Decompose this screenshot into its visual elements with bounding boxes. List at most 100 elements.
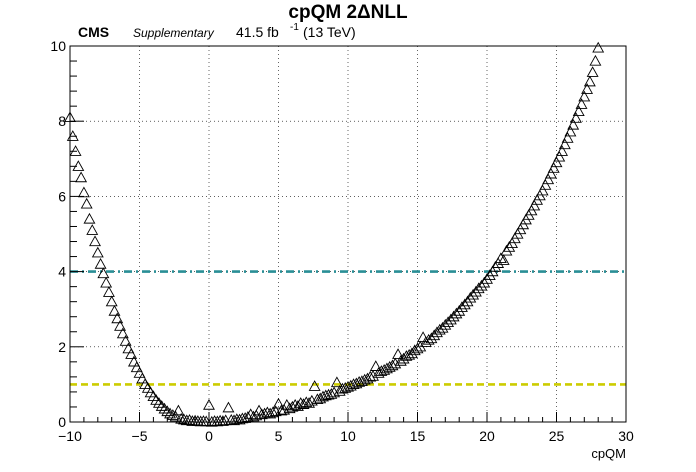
data-point [564, 125, 577, 137]
data-point [428, 329, 441, 341]
data-point [158, 402, 171, 414]
data-point [500, 244, 513, 256]
data-point [469, 285, 482, 297]
y-tick-label: 2 [58, 339, 66, 355]
data-point [183, 413, 196, 425]
energy-label: (13 TeV) [303, 24, 356, 40]
data-point [458, 298, 471, 310]
data-point [291, 400, 304, 411]
experiment-label: CMS [78, 24, 109, 40]
data-point [100, 276, 113, 288]
data-point [150, 394, 163, 405]
axis-ticks [69, 45, 627, 423]
x-tick-label: 5 [275, 428, 283, 444]
data-point [561, 131, 574, 143]
data-point [89, 235, 101, 247]
data-point [358, 373, 371, 385]
y-tick-label: 10 [50, 38, 66, 54]
data-point [283, 402, 296, 414]
data-point [583, 75, 596, 87]
data-point [475, 279, 488, 291]
data-point [447, 310, 460, 322]
data-point [133, 366, 146, 378]
status-label: Supplementary [133, 26, 215, 40]
data-point [275, 404, 288, 416]
x-tick-label: −10 [58, 428, 82, 444]
data-point [456, 301, 468, 312]
data-point [75, 171, 88, 183]
data-point [383, 360, 396, 372]
data-point [572, 105, 585, 117]
data-point [314, 392, 327, 404]
data-point [581, 83, 594, 94]
data-point [322, 388, 335, 400]
data-point [497, 254, 510, 265]
y-tick-label: 4 [58, 264, 66, 280]
reference-lines [70, 270, 626, 386]
data-point [369, 360, 382, 371]
data-point [550, 156, 563, 168]
data-point [411, 342, 424, 354]
chart-title: cpQM 2ΔNLL [288, 2, 408, 23]
data-point [342, 380, 354, 392]
data-point [397, 352, 410, 364]
data-point [494, 252, 507, 264]
data-point [417, 331, 430, 343]
data-point [136, 372, 149, 384]
data-point [105, 295, 118, 307]
data-point [247, 410, 260, 422]
data-point [539, 178, 552, 190]
x-tick-labels: −10 −5 0 5 10 15 20 25 30 [58, 428, 634, 444]
data-point [347, 378, 360, 390]
data-point [444, 313, 457, 325]
data-point [425, 332, 438, 344]
lumi-label: 41.5 fb [236, 24, 279, 40]
data-point [378, 363, 391, 375]
data-point [83, 212, 96, 224]
data-point [69, 145, 82, 156]
data-point [280, 398, 293, 410]
data-point [372, 366, 385, 378]
data-point [222, 401, 235, 413]
data-point [489, 260, 502, 272]
data-point [152, 397, 165, 408]
data-point [558, 138, 571, 150]
data-point [175, 412, 188, 424]
data-point [122, 342, 135, 354]
data-point [569, 112, 582, 123]
data-point [386, 359, 399, 371]
data-point [94, 257, 107, 269]
data-point [91, 246, 104, 258]
data-point [114, 319, 127, 331]
data-point [392, 348, 405, 359]
data-point [272, 397, 285, 409]
data-point [255, 408, 268, 420]
data-point [589, 54, 602, 66]
data-point [481, 272, 493, 284]
data-point [125, 348, 138, 359]
data-point [453, 304, 466, 316]
data-point [592, 41, 605, 53]
data-point [544, 167, 557, 179]
data-point [439, 318, 452, 330]
data-point [542, 173, 555, 185]
data-point [127, 355, 140, 367]
x-tick-label: 25 [549, 428, 565, 444]
y-tick-labels: 0 2 4 6 8 10 [50, 38, 66, 430]
data-point [536, 184, 549, 196]
data-point [289, 398, 302, 410]
data-point [116, 327, 129, 339]
data-point [575, 98, 588, 109]
data-point [80, 197, 93, 209]
data-point [336, 382, 349, 394]
x-tick-label: 15 [410, 428, 426, 444]
x-tick-label: 30 [618, 428, 634, 444]
y-tick-label: 0 [58, 414, 66, 430]
data-point [450, 307, 463, 319]
x-tick-label: −5 [132, 428, 148, 444]
data-point [130, 361, 143, 373]
data-point [408, 344, 421, 356]
data-point [111, 312, 124, 324]
data-point [317, 390, 329, 402]
data-point [586, 66, 599, 77]
